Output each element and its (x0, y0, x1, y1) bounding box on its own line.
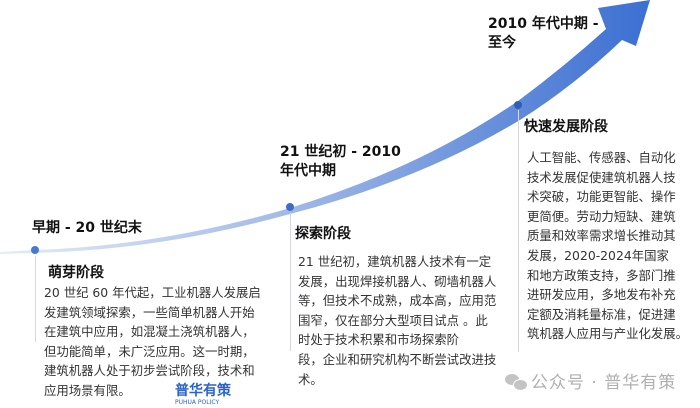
stage-title: 探索阶段 (295, 226, 351, 242)
stage-description: 20 世纪 60 年代起，工业机器人发展启 发建筑领域探索，一些简单机器人开始 在建… (44, 285, 261, 398)
watermark: 公众号 · 普华有策 (505, 368, 676, 393)
timeline-dot (31, 246, 39, 254)
timeline-dot (514, 101, 522, 109)
brand-logo: 普华有策 PUHUA POLICY (175, 383, 231, 407)
period-label: 21 世纪初 - 2010 年代中期 (280, 144, 401, 179)
curve-body (0, 0, 650, 254)
connector-line (35, 256, 36, 342)
stage-description: 21 世纪初，建筑机器人技术有一定 发展，出现焊接机器人、砌墙机器人 等，但技术不成… (298, 254, 497, 387)
period-label: 2010 年代中期 - 至今 (488, 16, 599, 51)
timeline-dot (286, 203, 294, 211)
wechat-icon (505, 374, 528, 391)
period-label: 早期 - 20 世纪末 (32, 220, 142, 236)
stage-description: 人工智能、传感器、自动化 技术发展促使建筑机器人技 术突破，功能更智能、操作 更简便。… (527, 150, 689, 342)
stage-title: 萌芽阶段 (48, 265, 104, 281)
connector-line (290, 213, 291, 351)
stage-title: 快速发展阶段 (524, 119, 608, 135)
connector-line (518, 110, 519, 352)
